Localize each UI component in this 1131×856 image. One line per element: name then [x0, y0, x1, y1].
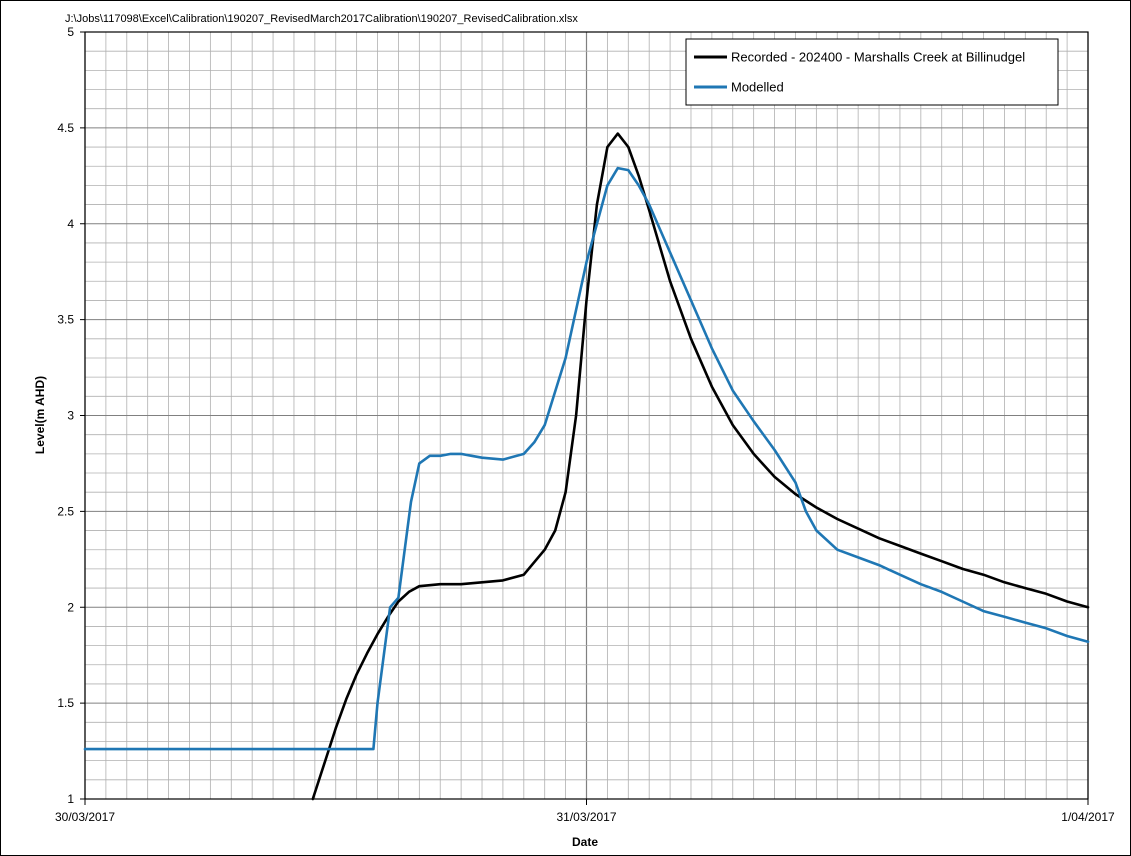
y-tick-label: 5	[67, 25, 74, 39]
grid-layer	[84, 31, 1089, 800]
series-layer	[83, 132, 1090, 801]
x-tick-label: 31/03/2017	[556, 810, 616, 824]
y-tick-label: 1.5	[57, 696, 74, 710]
legend: Recorded - 202400 - Marshalls Creek at B…	[685, 38, 1059, 106]
y-axis-label: Level(m AHD)	[33, 376, 47, 454]
y-tick-label: 1	[67, 792, 74, 806]
y-tick-label: 3	[67, 409, 74, 423]
x-axis-label: Date	[572, 835, 598, 849]
series-line-modelled	[83, 166, 1090, 751]
legend-label-modelled: Modelled	[731, 80, 784, 95]
legend-label-recorded: Recorded - 202400 - Marshalls Creek at B…	[731, 50, 1025, 65]
y-tick-label: 4	[67, 217, 74, 231]
axis-layer: 1 1.5 2 2.5 3 3.5 4 4.5 5 30/03/2017 31/03/2017 1/0…	[55, 25, 1115, 824]
series-line-recorded	[311, 132, 1090, 801]
y-tick-label: 3.5	[57, 313, 74, 327]
legend-box	[685, 38, 1059, 106]
x-tick-label: 30/03/2017	[55, 810, 115, 824]
y-tick-label: 4.5	[57, 121, 74, 135]
y-tick-label: 2	[67, 600, 74, 614]
y-tick-label: 2.5	[57, 504, 74, 518]
x-tick-label: 1/04/2017	[1061, 810, 1115, 824]
file-path-label: J:\Jobs\117098\Excel\Calibration\190207_…	[65, 13, 578, 25]
